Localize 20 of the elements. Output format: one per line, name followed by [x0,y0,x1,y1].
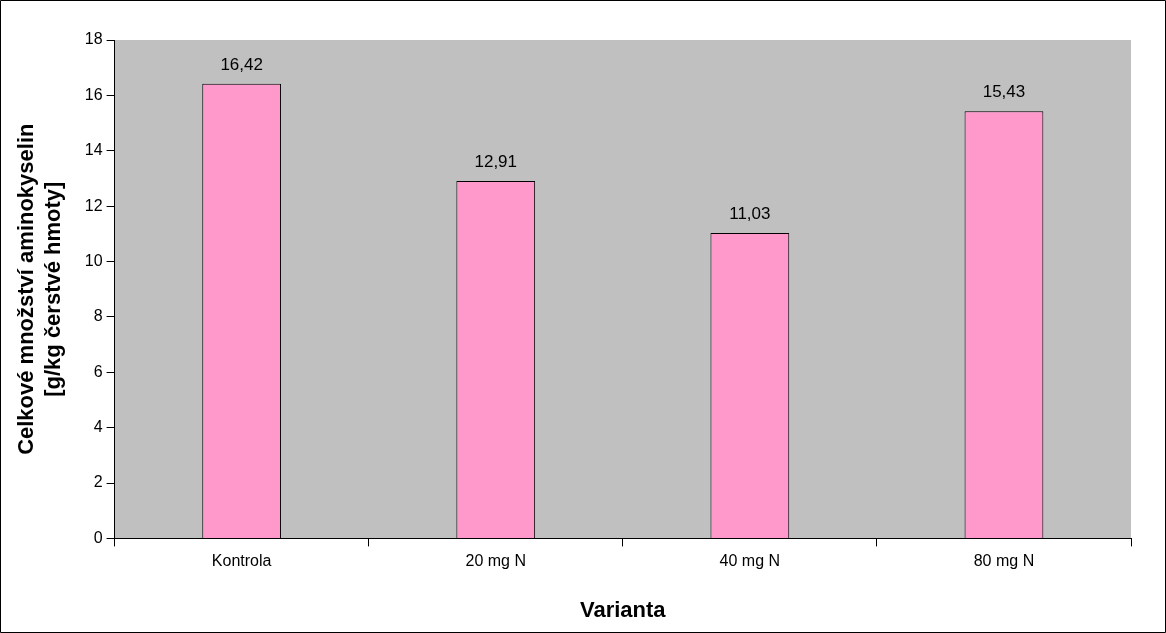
data-label: 15,43 [982,82,1026,102]
y-tick-label: 2 [93,473,103,491]
y-axis-title: Celkové množství aminokyselin [g/kg čerstvé hmoty] [13,123,65,455]
data-label: 11,03 [729,204,771,224]
y-tick-label: 10 [84,251,103,269]
y-tick-label: 18 [84,30,103,48]
y-tick-label: 12 [84,196,103,214]
x-tick-label: 80 mg N [973,552,1035,570]
y-tick-label: 16 [84,85,103,103]
x-axis-title: Varianta [579,596,667,622]
y-tick-label: 14 [84,141,103,159]
x-tick-label: 20 mg N [465,552,526,570]
x-tick-label: Kontrola [211,552,272,570]
y-tick-label: 6 [93,362,103,380]
x-tick-label: 40 mg N [719,552,781,570]
data-label: 12,91 [474,152,518,172]
y-tick-label: 4 [93,418,103,436]
data-label: 16,42 [220,54,263,74]
y-tick-label: 8 [93,307,103,325]
y-tick-label: 0 [93,528,103,546]
